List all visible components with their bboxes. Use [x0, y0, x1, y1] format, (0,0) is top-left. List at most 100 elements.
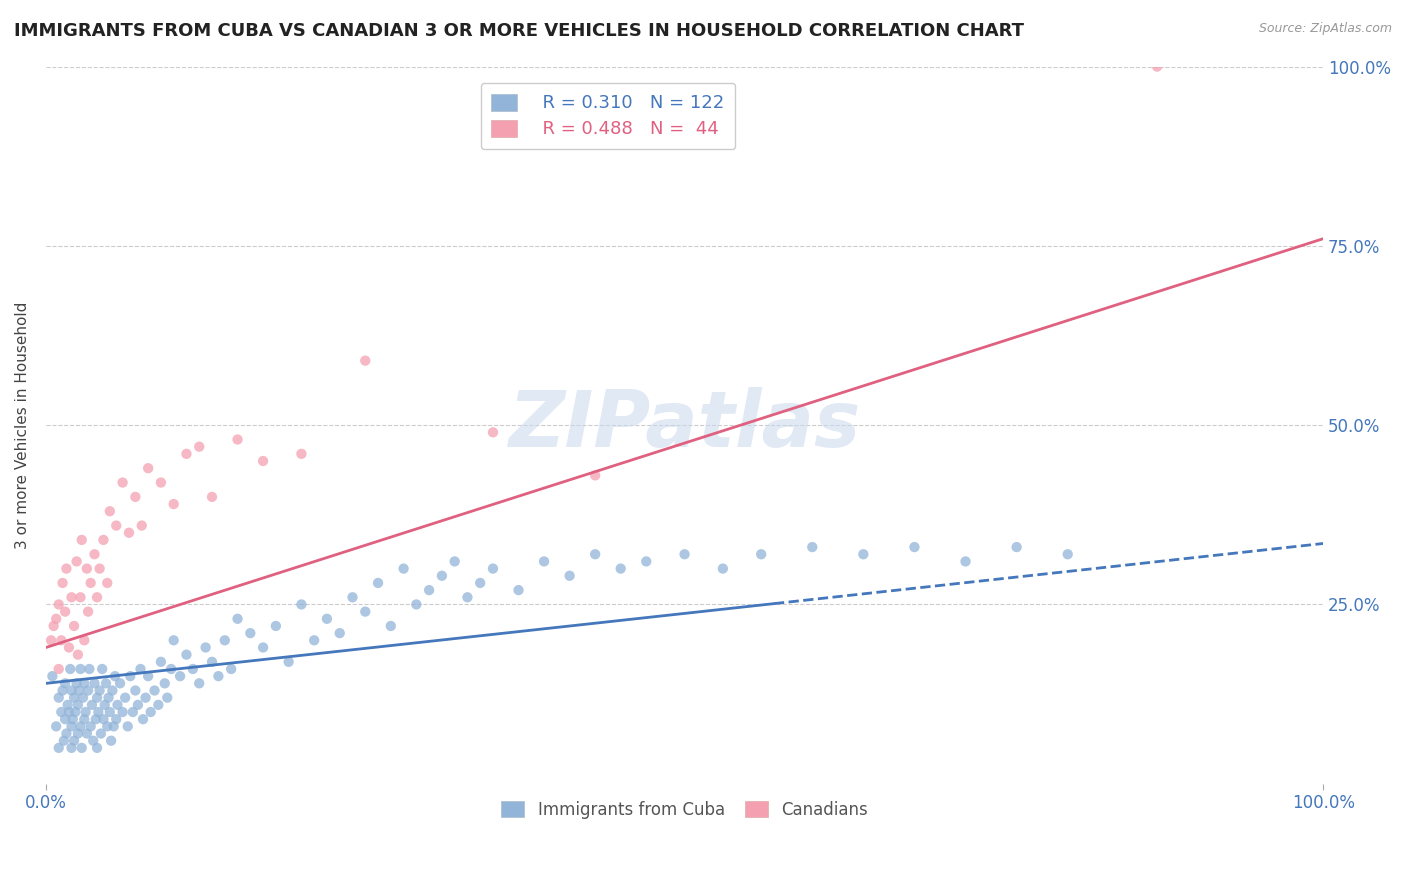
Point	[97, 690, 120, 705]
Point	[609, 561, 631, 575]
Point	[105, 712, 128, 726]
Point	[93, 698, 115, 712]
Point	[66, 698, 89, 712]
Point	[583, 468, 606, 483]
Point	[51, 705, 73, 719]
Point	[45, 719, 67, 733]
Point	[114, 690, 136, 705]
Point	[120, 669, 142, 683]
Point	[52, 576, 75, 591]
Point	[94, 676, 117, 690]
Point	[90, 726, 112, 740]
Point	[96, 719, 118, 733]
Point	[67, 683, 90, 698]
Point	[76, 561, 98, 575]
Point	[91, 662, 114, 676]
Point	[84, 712, 107, 726]
Point	[66, 648, 89, 662]
Point	[354, 605, 377, 619]
Point	[749, 547, 772, 561]
Point	[58, 705, 80, 719]
Point	[60, 683, 83, 698]
Point	[52, 733, 75, 747]
Point	[108, 676, 131, 690]
Point	[405, 598, 427, 612]
Legend: Immigrants from Cuba, Canadians: Immigrants from Cuba, Canadians	[495, 794, 875, 826]
Point	[62, 712, 84, 726]
Point	[76, 726, 98, 740]
Point	[48, 662, 70, 676]
Point	[101, 683, 124, 698]
Point	[96, 576, 118, 591]
Point	[79, 576, 101, 591]
Point	[51, 633, 73, 648]
Point	[48, 740, 70, 755]
Point	[329, 626, 352, 640]
Point	[118, 525, 141, 540]
Point	[53, 712, 76, 726]
Point	[290, 447, 312, 461]
Point	[160, 662, 183, 676]
Point	[181, 662, 204, 676]
Point	[443, 554, 465, 568]
Point	[100, 733, 122, 747]
Point	[380, 619, 402, 633]
Point	[107, 698, 129, 712]
Point	[93, 533, 115, 547]
Point	[482, 425, 505, 440]
Point	[139, 705, 162, 719]
Point	[955, 554, 977, 568]
Point	[63, 619, 86, 633]
Point	[156, 690, 179, 705]
Point	[470, 576, 492, 591]
Point	[48, 598, 70, 612]
Point	[89, 561, 111, 575]
Point	[430, 568, 453, 582]
Point	[58, 640, 80, 655]
Point	[73, 676, 96, 690]
Point	[636, 554, 658, 568]
Point	[163, 497, 186, 511]
Point	[673, 547, 696, 561]
Point	[79, 662, 101, 676]
Point	[1005, 540, 1028, 554]
Point	[131, 518, 153, 533]
Point	[342, 591, 364, 605]
Point	[65, 705, 87, 719]
Point	[163, 633, 186, 648]
Point	[149, 475, 172, 490]
Point	[456, 591, 478, 605]
Point	[69, 719, 91, 733]
Point	[214, 633, 236, 648]
Point	[135, 690, 157, 705]
Point	[354, 353, 377, 368]
Point	[136, 669, 159, 683]
Point	[75, 705, 97, 719]
Point	[201, 655, 224, 669]
Point	[86, 591, 108, 605]
Point	[93, 712, 115, 726]
Point	[39, 633, 62, 648]
Point	[98, 705, 121, 719]
Point	[48, 690, 70, 705]
Point	[73, 633, 96, 648]
Point	[219, 662, 242, 676]
Point	[105, 518, 128, 533]
Point	[239, 626, 262, 640]
Point	[79, 719, 101, 733]
Point	[87, 705, 110, 719]
Point	[83, 676, 105, 690]
Point	[316, 612, 339, 626]
Point	[290, 598, 312, 612]
Point	[226, 612, 249, 626]
Point	[418, 583, 440, 598]
Point	[169, 669, 191, 683]
Point	[89, 683, 111, 698]
Point	[533, 554, 555, 568]
Point	[117, 719, 139, 733]
Point	[508, 583, 530, 598]
Point	[127, 698, 149, 712]
Point	[201, 490, 224, 504]
Point	[60, 591, 83, 605]
Point	[176, 648, 198, 662]
